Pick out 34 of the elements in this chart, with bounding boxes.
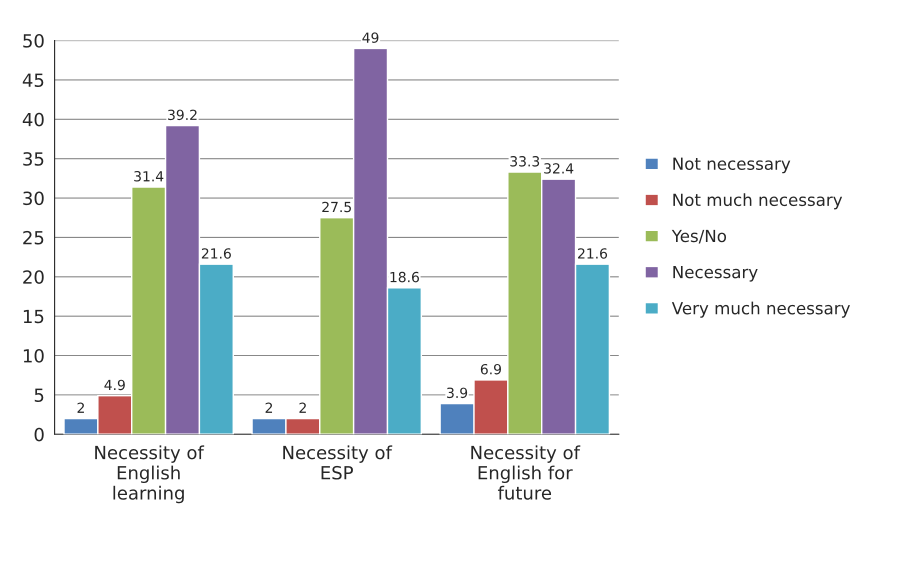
y-tick-label: 25 [23,230,44,245]
data-label: 2 [299,402,306,413]
y-tick-label: 40 [22,112,44,126]
x-tick-label: Necessity of English learning [95,445,204,504]
y-tick-label: 20 [23,270,44,284]
y-tick-label: 10 [24,348,44,363]
legend-label: Not necessary [673,158,790,174]
data-label: 2 [78,402,84,413]
legend-label: Not much necessary [673,193,842,210]
legend-label: Very much necessary [672,302,850,318]
legend-label: Yes/No [672,230,726,244]
x-tick-label: Necessity of ESP [283,445,392,480]
data-label: 21.6 [578,248,608,259]
x-tick-label: Necessity of English for future [471,445,580,500]
data-label: 2 [266,402,272,413]
data-label: 33.3 [510,156,540,167]
data-label: 4.9 [104,380,125,390]
y-tick-label: 15 [24,310,44,324]
y-tick-label: 45 [22,74,44,88]
data-label: 32.4 [544,163,574,174]
data-label: 6.9 [480,364,501,374]
data-label: 21.6 [202,248,231,259]
y-tick-label: 35 [23,152,44,166]
data-label: 27.5 [322,202,351,212]
data-label: 39.2 [168,110,197,120]
data-label: 49 [362,32,378,43]
y-tick-label: 5 [34,388,44,402]
y-tick-label: 0 [34,428,44,442]
data-label: 3.9 [447,388,468,398]
legend-label: Necessary [673,266,758,282]
y-tick-label: 50 [23,34,44,48]
y-tick-label: 30 [23,191,44,206]
data-label: 18.6 [390,272,419,282]
data-label: 31.4 [134,171,164,182]
